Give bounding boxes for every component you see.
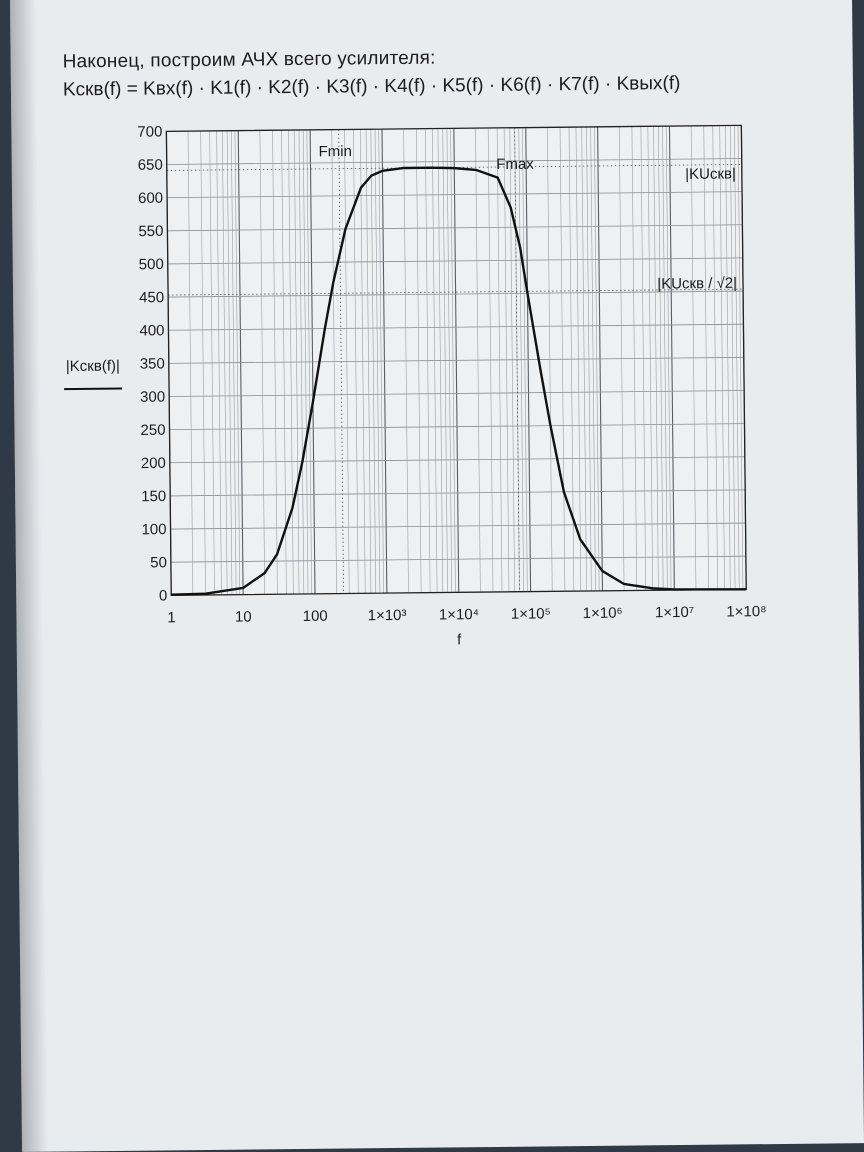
grid-line-horizontal xyxy=(167,257,743,265)
y-tick-label: 250 xyxy=(140,422,165,439)
y-tick-label: 500 xyxy=(139,256,164,273)
y-axis-label: |Kскв(f)| xyxy=(66,357,120,375)
y-tick-label: 350 xyxy=(140,355,165,372)
y-tick-label: 100 xyxy=(141,521,166,538)
y-tick-label: 450 xyxy=(139,289,164,306)
y-tick-label: 50 xyxy=(150,554,167,571)
y-tick-label: 550 xyxy=(138,223,163,240)
grid-line-horizontal xyxy=(167,191,743,199)
y-tick-label: 400 xyxy=(139,322,164,339)
y-tick-label: 700 xyxy=(137,123,162,140)
grid-line-horizontal xyxy=(170,489,746,497)
x-tick-label: 1×10³ xyxy=(368,607,407,624)
x-tick-label: 1×10⁸ xyxy=(726,603,766,620)
chart-annotation: |KUскв / √2| xyxy=(657,275,737,293)
grid-line-horizontal xyxy=(168,356,744,364)
y-tick-label: 200 xyxy=(141,455,166,472)
plot-frame xyxy=(165,124,747,597)
x-tick-label: 100 xyxy=(303,608,328,625)
grid-line-horizontal xyxy=(170,555,746,563)
reference-line-vertical xyxy=(514,127,520,592)
x-tick-label: 10 xyxy=(235,609,252,626)
y-axis-underline xyxy=(64,387,123,391)
grid-line-horizontal xyxy=(166,158,742,165)
grid-line-horizontal xyxy=(170,522,746,530)
x-tick-label: 1×10⁴ xyxy=(439,606,479,623)
y-tick-label: 150 xyxy=(141,488,166,505)
grid-line-horizontal xyxy=(168,323,744,331)
paper-page: Наконец, построим АЧХ всего усилителя: K… xyxy=(10,0,864,1152)
x-tick-label: 1×10⁶ xyxy=(583,605,623,622)
grid-line-horizontal xyxy=(167,224,743,232)
y-tick-label: 0 xyxy=(159,587,168,604)
x-tick-label: 1×10⁵ xyxy=(511,605,551,622)
reference-line-vertical xyxy=(338,129,344,594)
chart-annotation: Fmin xyxy=(318,143,352,160)
chart-container: 0 50 100 150 200 250 300 350 400 450 500 550 600 650 7… xyxy=(10,0,859,700)
x-tick-label: 1 xyxy=(167,609,176,626)
chart-annotation: Fmax xyxy=(496,156,534,173)
grid-line-horizontal xyxy=(169,423,745,431)
y-tick-label: 300 xyxy=(140,389,165,406)
y-tick-label: 650 xyxy=(138,157,163,174)
series-line xyxy=(171,166,747,596)
grid-line-horizontal xyxy=(169,456,745,464)
grid-line-horizontal xyxy=(169,390,745,397)
chart-annotation: |KUскв| xyxy=(685,165,736,183)
grid-line-horizontal xyxy=(168,290,744,298)
x-axis-label: f xyxy=(457,631,462,648)
y-tick-label: 600 xyxy=(138,190,163,207)
x-tick-label: 1×10⁷ xyxy=(655,604,694,621)
amplitude-frequency-chart: 0 50 100 150 200 250 300 350 400 450 500 550 600 650 7… xyxy=(64,123,767,648)
